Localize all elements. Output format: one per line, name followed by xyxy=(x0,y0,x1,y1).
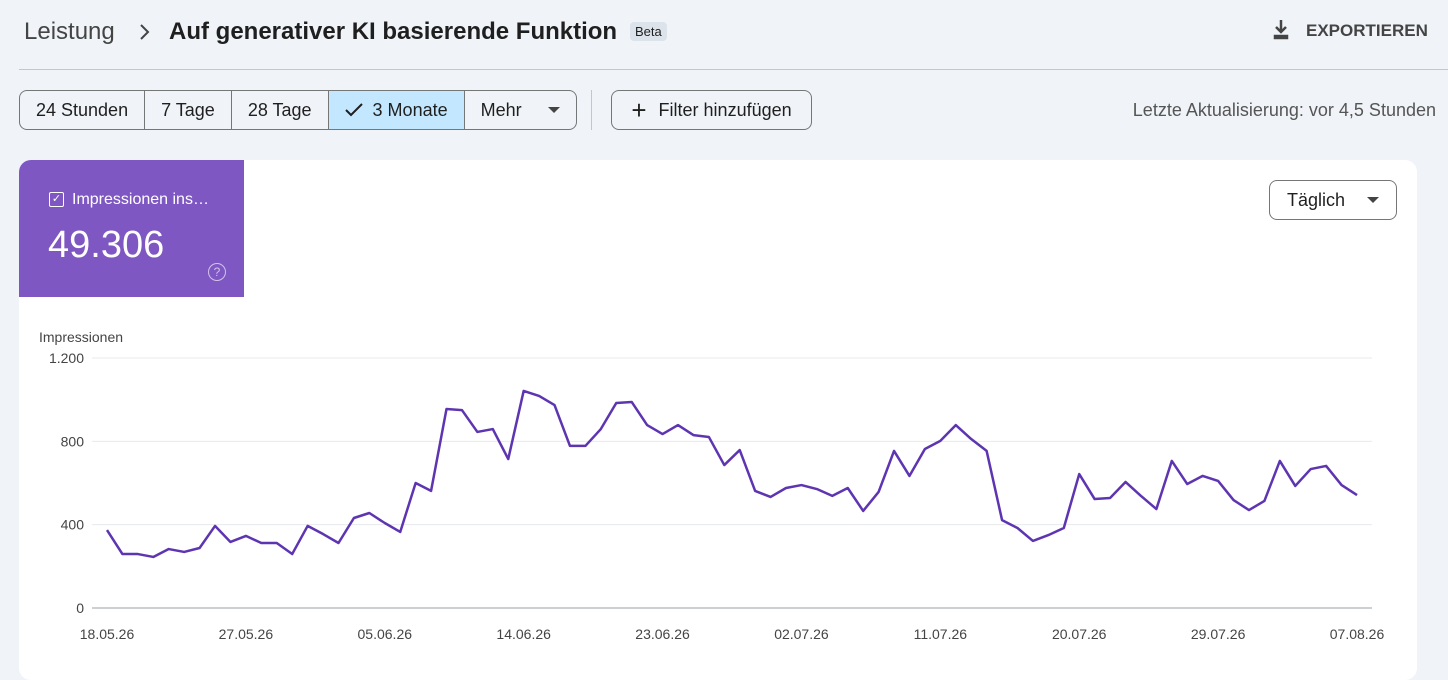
data-line xyxy=(105,389,1358,559)
add-filter-button[interactable]: + Filter hinzufügen xyxy=(611,90,812,130)
x-tick-label: 11.07.26 xyxy=(914,626,968,642)
export-icon xyxy=(1273,20,1289,40)
x-tick-label: 20.07.26 xyxy=(1052,626,1107,642)
check-icon xyxy=(344,103,363,117)
add-filter-label: Filter hinzufügen xyxy=(658,99,792,120)
y-tick-label: 0 xyxy=(76,600,84,616)
range-button[interactable]: 3 Monate xyxy=(327,91,464,129)
range-selector: 24 Stunden 7 Tage 28 Tage 3 Monate Mehr xyxy=(19,90,577,130)
range-button[interactable]: 28 Tage xyxy=(230,91,328,129)
y-axis-label: Impressionen xyxy=(39,329,123,345)
x-tick-label: 27.05.26 xyxy=(219,626,274,642)
divider xyxy=(19,69,1448,70)
checkbox[interactable]: ✓ xyxy=(49,192,64,207)
range-label: 3 Monate xyxy=(372,99,448,120)
x-tick-label: 14.06.26 xyxy=(496,626,551,642)
x-tick-label: 29.07.26 xyxy=(1191,626,1246,642)
chevron xyxy=(140,24,150,40)
range-label: 28 Tage xyxy=(247,99,312,120)
range-label: 7 Tage xyxy=(161,99,215,120)
range-button[interactable]: 24 Stunden xyxy=(20,91,144,129)
chart-card xyxy=(19,160,1417,680)
metric-card[interactable]: ✓ Impressionen ins… 49.306 ? xyxy=(19,160,244,297)
dropdown-arrow xyxy=(1367,197,1380,203)
x-tick-label: 23.06.26 xyxy=(635,626,690,642)
granularity-label: Täglich xyxy=(1286,189,1346,210)
chart: Impressionen 0 400 800 1.200 18.05.26 27.05.2… xyxy=(39,329,1385,642)
beta-badge: Beta xyxy=(630,22,667,41)
y-tick-label: 400 xyxy=(61,517,85,533)
range-button[interactable]: Mehr xyxy=(463,91,576,129)
page-title: Auf generativer KI basierende Funktion xyxy=(169,18,618,45)
last-update: Letzte Aktualisierung: vor 4,5 Stunden xyxy=(1132,100,1436,120)
range-button[interactable]: 7 Tage xyxy=(144,91,231,129)
x-tick-label: 18.05.26 xyxy=(80,626,135,642)
help-icon[interactable]: ? xyxy=(208,263,226,281)
x-tick-label: 07.08.26 xyxy=(1330,626,1385,642)
range-label: 24 Stunden xyxy=(36,99,129,120)
x-tick-label: 02.07.26 xyxy=(774,626,829,642)
page: Leistung Auf generativer KI basierende F… xyxy=(19,18,1448,680)
metric-label: Impressionen ins… xyxy=(72,191,209,208)
range-label: Mehr xyxy=(480,99,522,120)
breadcrumb[interactable]: Leistung xyxy=(24,18,115,45)
export-button[interactable]: EXPORTIEREN xyxy=(1306,21,1428,40)
separator xyxy=(591,90,592,130)
dropdown-arrow xyxy=(547,107,560,113)
y-tick-label: 1.200 xyxy=(49,350,84,366)
granularity-dropdown[interactable]: Täglich xyxy=(1269,180,1397,220)
y-tick-label: 800 xyxy=(61,433,85,449)
x-tick-label: 05.06.26 xyxy=(358,626,413,642)
metric-value: 49.306 xyxy=(48,224,165,266)
